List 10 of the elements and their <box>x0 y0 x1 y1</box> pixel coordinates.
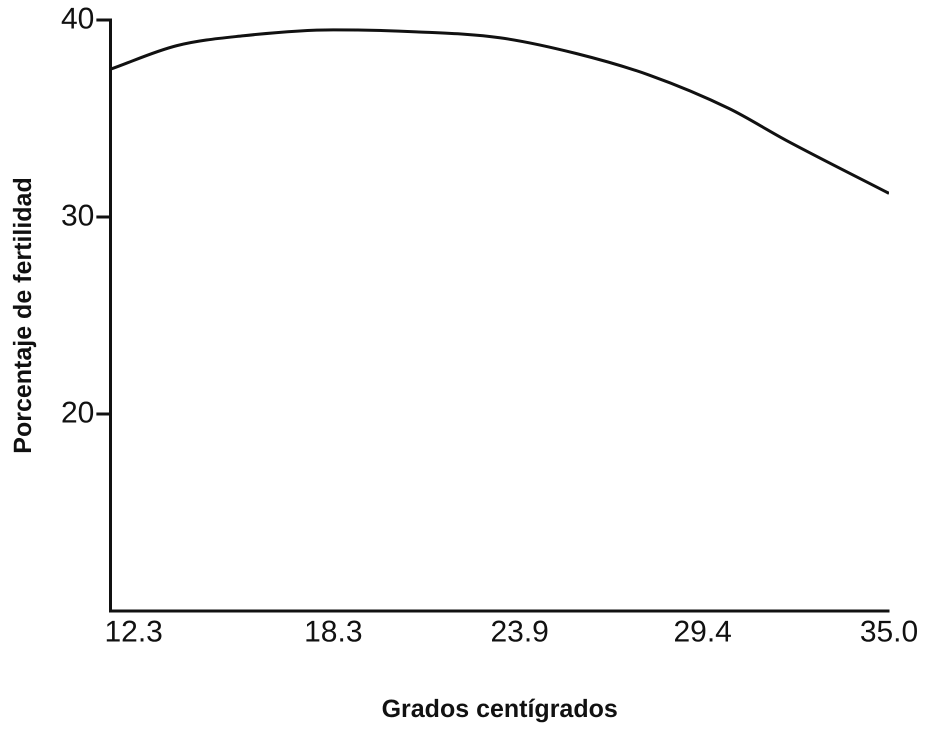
x-tick-label: 23.9 <box>490 615 549 648</box>
x-tick-label: 29.4 <box>673 615 732 648</box>
x-tick-label: 18.3 <box>304 615 363 648</box>
y-tick-label: 30 <box>60 199 94 232</box>
x-tick-label: 35.0 <box>860 615 918 648</box>
x-axis-title: Grados centígrados <box>382 694 618 723</box>
y-tick-label: 40 <box>60 2 94 36</box>
y-tick-label: 20 <box>60 396 94 430</box>
x-tick-label: 12.3 <box>104 615 163 648</box>
y-axis-title: Porcentaje de fertilidad <box>8 177 37 454</box>
